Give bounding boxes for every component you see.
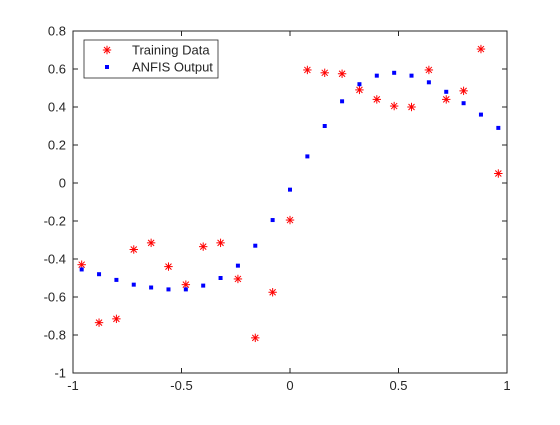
data-point [218, 276, 223, 280]
data-point [166, 287, 171, 292]
data-point [444, 89, 449, 94]
data-point [181, 280, 191, 289]
data-point [305, 154, 310, 159]
data-point [392, 70, 397, 75]
data-point [146, 238, 156, 248]
data-point [426, 80, 431, 85]
data-point [389, 101, 399, 111]
axes-box [72, 30, 508, 374]
data-point [268, 288, 277, 297]
data-point [424, 65, 434, 75]
data-point [199, 242, 208, 251]
y-tick-label: 0.8 [48, 24, 66, 39]
data-point [478, 112, 483, 117]
data-point [409, 73, 414, 78]
y-tick-label: -0.6 [44, 290, 66, 305]
y-tick-label: 0.6 [48, 62, 66, 77]
x-tick-label: -1 [67, 378, 79, 393]
x-tick-labels: -1 -0.5 0 0.5 1 [67, 378, 510, 393]
legend-marker-asterisk [102, 45, 112, 55]
data-point [476, 44, 486, 54]
data-point [337, 69, 347, 78]
data-point [355, 85, 364, 95]
data-point [496, 125, 501, 130]
data-point [407, 102, 416, 112]
data-point [79, 267, 84, 272]
data-point [129, 245, 138, 254]
data-point [216, 238, 225, 248]
data-point [374, 73, 379, 78]
data-point [270, 218, 275, 223]
legend-marker-anfis-output [105, 65, 109, 69]
data-point [251, 333, 260, 343]
data-point [442, 95, 451, 104]
data-point [235, 263, 240, 268]
legend-label-training-data: Training Data [132, 43, 210, 58]
x-tick-label: 0 [286, 378, 293, 393]
data-point [97, 272, 102, 277]
x-tick-label: 1 [503, 378, 510, 393]
data-point [164, 262, 173, 271]
data-point [459, 86, 468, 96]
y-tick-label: 0.2 [48, 138, 66, 153]
y-tick-label: -1 [54, 366, 66, 381]
legend-label-anfis-output: ANFIS Output [132, 60, 213, 75]
legend-marker-dot [105, 65, 109, 69]
series-layer [77, 44, 503, 343]
data-point [201, 283, 206, 288]
x-tick-label: 0.5 [389, 378, 407, 393]
data-point [357, 82, 362, 87]
data-point [372, 95, 381, 104]
data-point [340, 99, 345, 104]
y-tick-label: -0.8 [44, 328, 66, 343]
legend-box [83, 39, 219, 79]
data-point [253, 243, 258, 248]
data-point [320, 68, 329, 77]
y-tick-label: -0.2 [44, 214, 66, 229]
data-point [112, 314, 121, 324]
y-tick-label: 0.4 [48, 100, 66, 115]
x-tick-label: -0.5 [170, 378, 192, 393]
data-point [149, 285, 154, 290]
series-training-data [77, 44, 503, 343]
data-point [322, 124, 327, 128]
legend: Training Data ANFIS Output [83, 39, 219, 79]
data-point [131, 282, 136, 287]
data-point [285, 215, 295, 225]
data-point [183, 287, 188, 292]
data-point [461, 101, 466, 106]
data-point [288, 187, 292, 192]
y-tick-labels: -1 -0.8 -0.6 -0.4 -0.2 0 0.2 0.4 0.6 0.8 [44, 24, 66, 381]
plot-area [73, 31, 507, 373]
data-point [233, 274, 243, 284]
series-anfis-output [79, 70, 501, 292]
legend-marker-training-data [102, 45, 112, 55]
data-point [94, 318, 104, 327]
data-point [303, 65, 312, 75]
data-point [114, 277, 119, 282]
y-tick-label: 0 [59, 176, 66, 191]
data-point [494, 169, 503, 178]
y-tick-label: -0.4 [44, 252, 66, 267]
